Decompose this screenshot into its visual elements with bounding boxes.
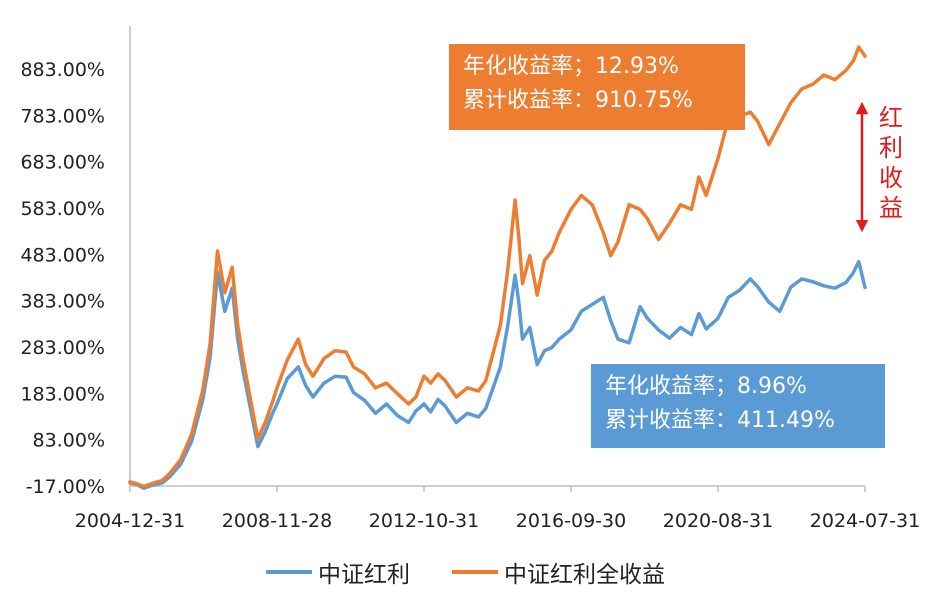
y-tick-label: 83.00%	[33, 430, 105, 452]
x-axis-ticks: 2004-12-31 2008-11-28 2012-10-31 2016-09-30…	[75, 486, 920, 532]
x-tick-label: 2020-08-31	[663, 510, 773, 532]
price-return-annotation: 年化收益率；8.96% 累计收益率：411.49%	[591, 364, 885, 448]
total-return-annualized: 年化收益率；12.93%	[463, 54, 679, 79]
series-line-price-index	[128, 259, 867, 491]
dividend-return-label: 红 利 收 益	[876, 103, 906, 223]
y-tick-label: 583.00%	[20, 198, 105, 220]
legend-label-price-index: 中证红利	[318, 562, 410, 588]
y-tick-label: 483.00%	[20, 244, 105, 266]
price-return-cumulative: 累计收益率：411.49%	[605, 408, 835, 433]
x-tick-label: 2024-07-31	[810, 510, 920, 532]
total-return-annotation: 年化收益率；12.93% 累计收益率：910.75%	[449, 44, 745, 130]
y-tick-label: 883.00%	[20, 59, 105, 81]
y-tick-label: 683.00%	[20, 152, 105, 174]
y-axis-ticks: 883.00% 783.00% 683.00% 583.00% 483.00% 383.0…	[20, 59, 105, 498]
y-tick-label: 183.00%	[20, 383, 105, 405]
y-tick-label: 383.00%	[20, 291, 105, 313]
legend-swatch-blue	[266, 570, 312, 574]
x-tick-label: 2016-09-30	[516, 510, 626, 532]
legend-swatch-orange	[452, 570, 498, 574]
legend-item-price-index: 中证红利	[266, 552, 410, 592]
legend-item-total-return: 中证红利全收益	[452, 552, 665, 592]
dividend-label-char: 红	[879, 104, 903, 132]
price-return-annualized: 年化收益率；8.96%	[605, 374, 807, 399]
dividend-label-char: 益	[879, 194, 903, 222]
dividend-label-char: 收	[879, 164, 903, 192]
total-return-cumulative: 累计收益率：910.75%	[463, 88, 693, 113]
x-tick-label: 2008-11-28	[222, 510, 332, 532]
y-tick-label: 283.00%	[20, 337, 105, 359]
x-tick-label: 2012-10-31	[369, 510, 479, 532]
y-tick-label: 783.00%	[20, 105, 105, 127]
legend-label-total-return: 中证红利全收益	[504, 562, 665, 588]
x-tick-label: 2004-12-31	[75, 510, 185, 532]
y-tick-label: -17.00%	[26, 476, 105, 498]
dividend-label-char: 利	[879, 134, 903, 162]
